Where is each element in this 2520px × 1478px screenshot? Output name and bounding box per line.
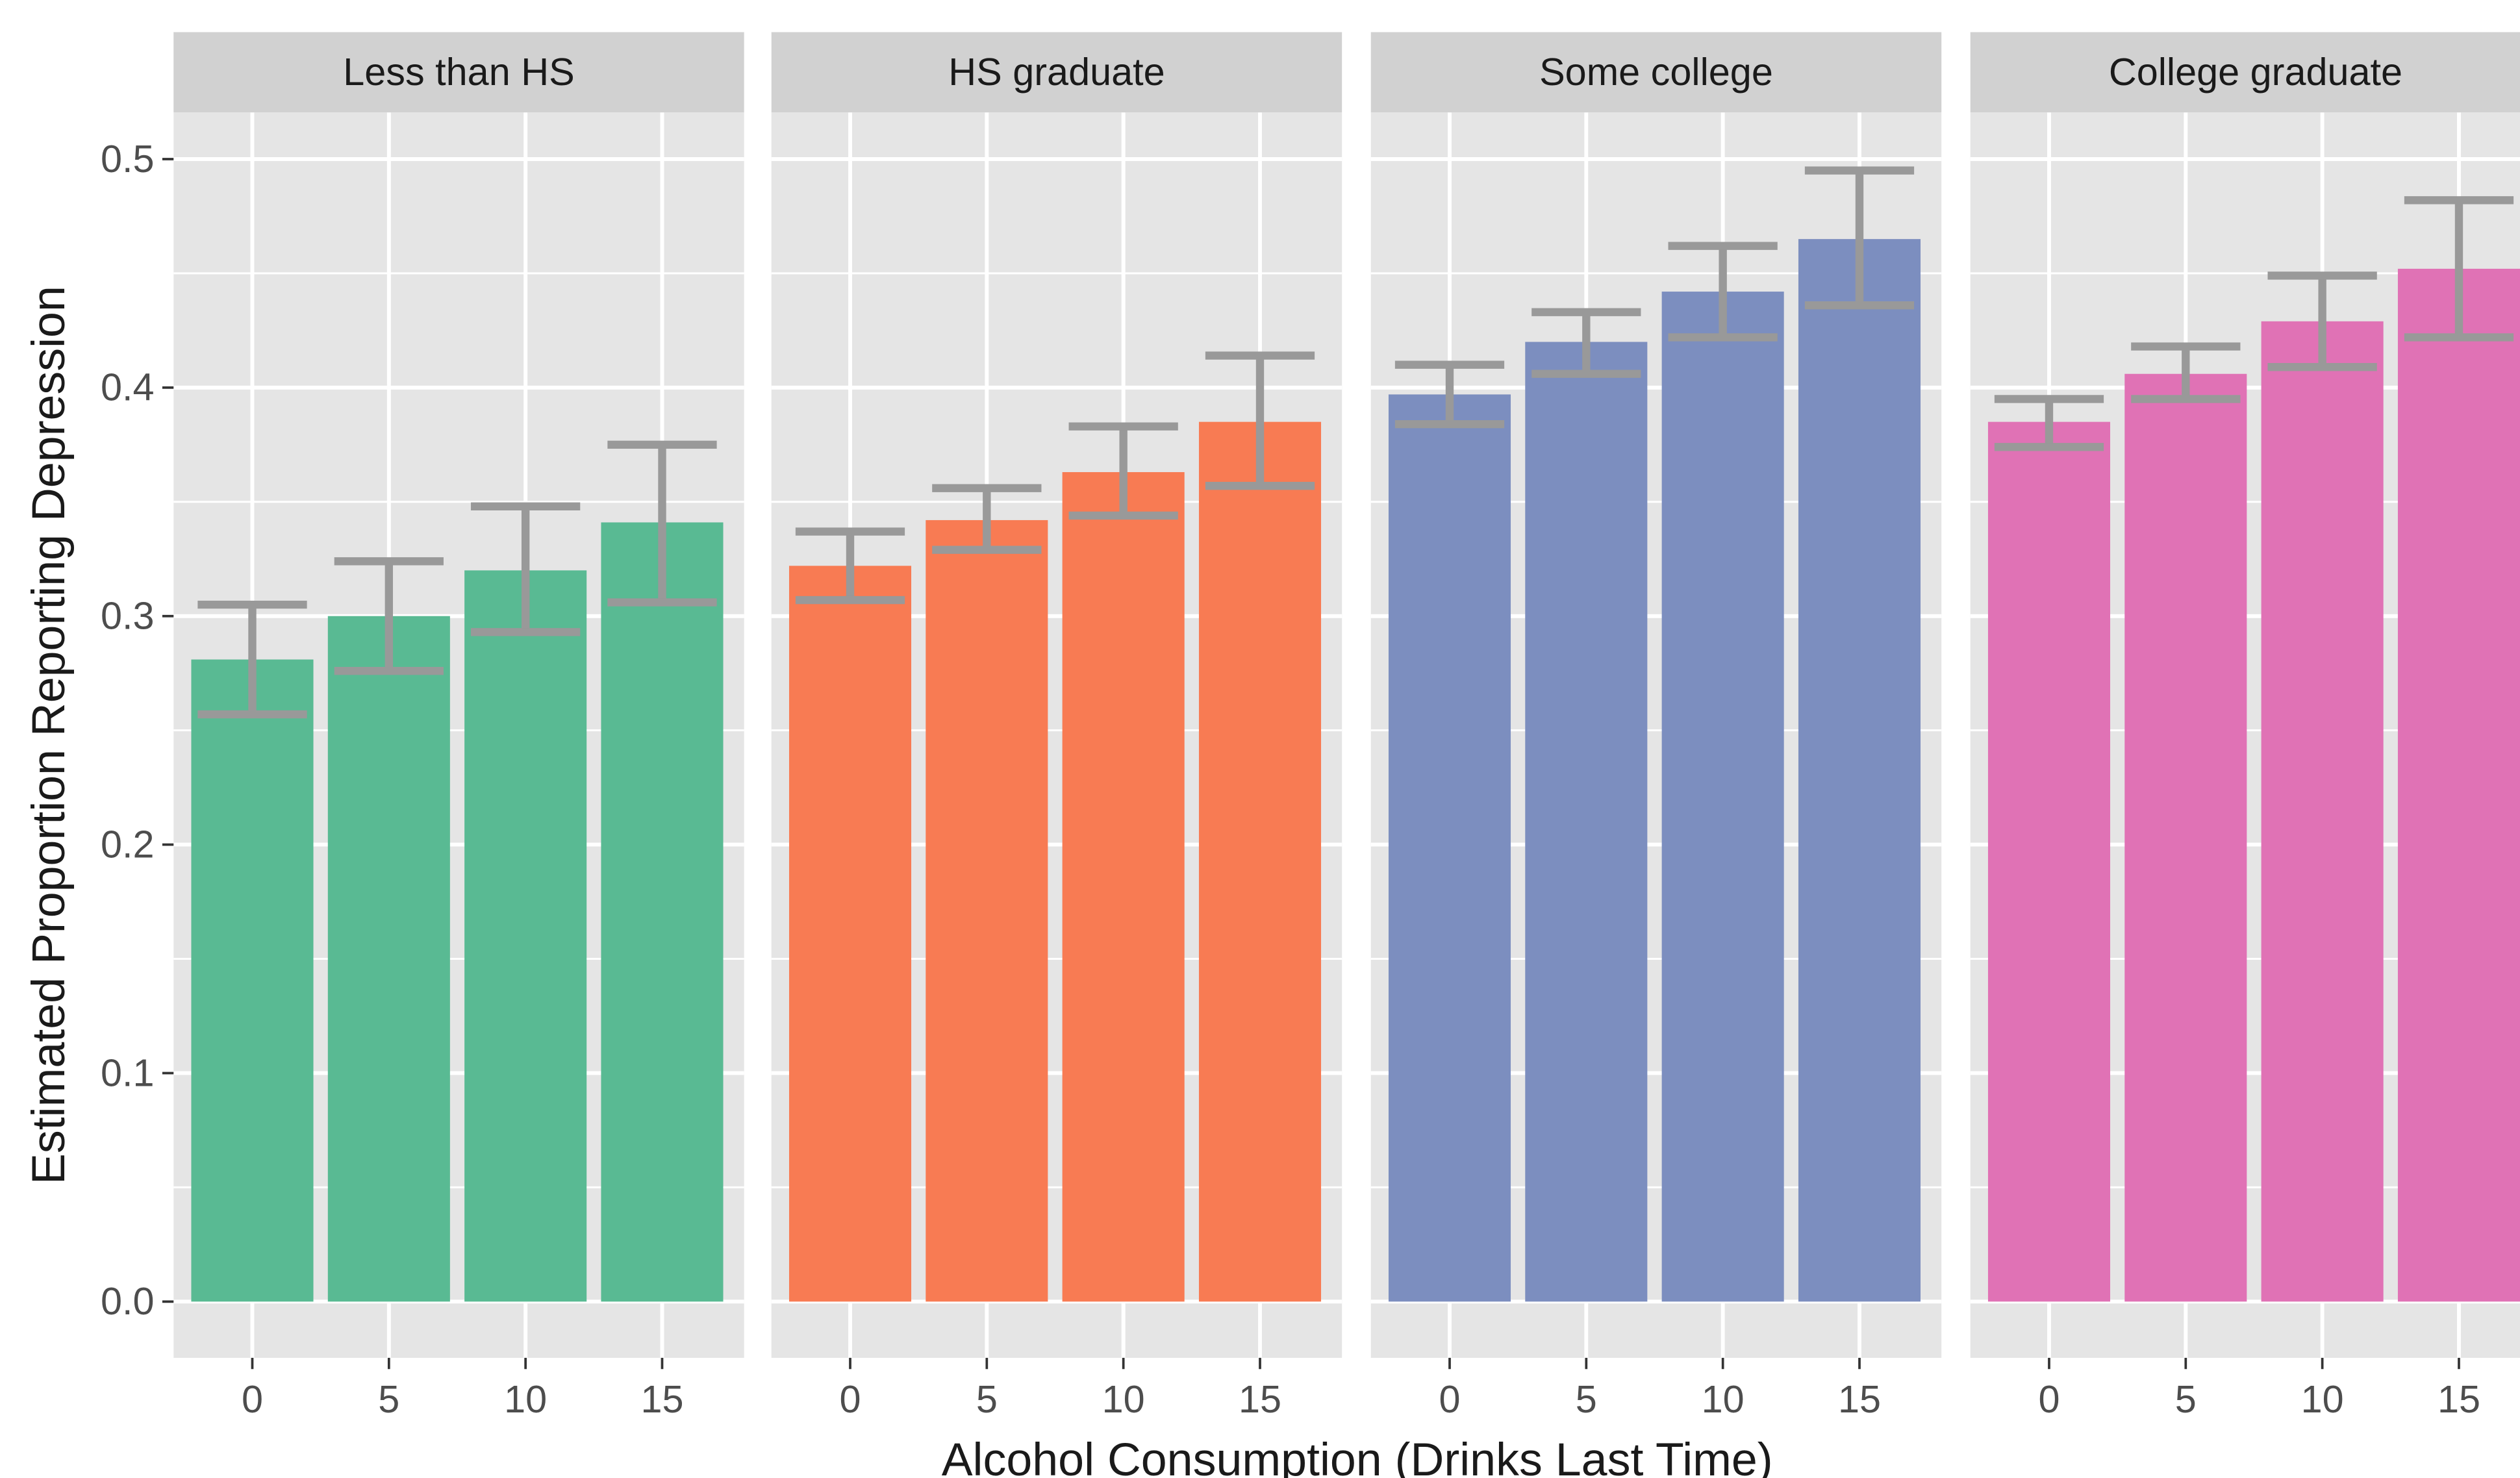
x-tick-label: 0 <box>2038 1377 2060 1421</box>
x-tick-label: 0 <box>839 1377 861 1421</box>
facet-label: Less than HS <box>343 50 574 94</box>
error-bar <box>471 502 581 636</box>
bar <box>1388 394 1511 1302</box>
bar <box>2124 373 2247 1302</box>
error-bar <box>2267 271 2377 371</box>
x-tick-label: 15 <box>2438 1377 2480 1421</box>
facet-label: Some college <box>1539 50 1773 94</box>
error-bar <box>1394 360 1505 429</box>
axes-layer: 0.0 0.1 0.2 0.3 0.4 0.5 Estimated Proportion R… <box>23 137 1773 1478</box>
x-tick-label: 5 <box>976 1377 998 1421</box>
y-tick-label: 0.5 <box>101 137 155 181</box>
facet-label: HS graduate <box>948 50 1165 94</box>
error-bar <box>607 440 717 607</box>
error-bar <box>1668 242 1778 342</box>
error-bar <box>334 557 444 675</box>
bar <box>1198 421 1322 1302</box>
bar <box>601 522 724 1302</box>
x-tick-label: 5 <box>378 1377 399 1421</box>
error-bar <box>2131 342 2241 403</box>
error-bar <box>932 484 1042 554</box>
y-tick-label: 0.1 <box>101 1051 155 1094</box>
facet-panel: College graduate 0 5 10 15 <box>1970 32 2520 1421</box>
y-tick-label: 0.0 <box>101 1279 155 1323</box>
x-tick-label: 0 <box>1439 1377 1460 1421</box>
y-tick-label: 0.2 <box>101 822 155 866</box>
x-tick-label: 0 <box>242 1377 263 1421</box>
bar <box>327 616 450 1302</box>
x-tick-label: 10 <box>1702 1377 1745 1421</box>
bar <box>1525 342 1648 1302</box>
facet-label: College graduate <box>2109 50 2402 94</box>
bar <box>464 570 587 1302</box>
error-bar <box>1205 351 1315 490</box>
facet-strip <box>1970 32 2520 113</box>
x-tick-label: 15 <box>1239 1377 1281 1421</box>
error-bar <box>197 600 307 719</box>
bar <box>2397 268 2520 1302</box>
y-tick-label: 0.4 <box>101 366 155 409</box>
error-bar <box>1068 422 1178 520</box>
facet-panel: Some college 0 5 10 15 <box>1370 32 1942 1421</box>
bar <box>1987 421 2111 1302</box>
x-tick-label: 10 <box>1102 1377 1145 1421</box>
error-bar <box>2404 196 2514 342</box>
facet-strip <box>1370 32 1942 113</box>
x-tick-label: 5 <box>1576 1377 1597 1421</box>
facet-panel: HS graduate 0 5 10 15 <box>771 32 1342 1421</box>
bar <box>1062 472 1185 1302</box>
bar <box>191 659 314 1302</box>
facet-panel: Less than HS 0 5 10 15 <box>173 32 744 1421</box>
facet-strip <box>771 32 1342 113</box>
facet-strip <box>173 32 744 113</box>
x-tick-label: 5 <box>2175 1377 2197 1421</box>
x-tick-label: 10 <box>2301 1377 2344 1421</box>
bar <box>2261 321 2384 1302</box>
x-axis-title: Alcohol Consumption (Drinks Last Time) <box>942 1434 1773 1478</box>
bar <box>1661 292 1784 1302</box>
bar <box>788 566 912 1302</box>
x-tick-label: 15 <box>1838 1377 1881 1421</box>
x-tick-label: 15 <box>640 1377 683 1421</box>
error-bar <box>1994 395 2104 451</box>
bar <box>926 520 1048 1302</box>
error-bar <box>795 527 905 605</box>
error-bar <box>1804 166 1915 310</box>
x-tick-label: 10 <box>504 1377 547 1421</box>
y-tick-label: 0.3 <box>101 594 155 638</box>
error-bar <box>1531 308 1641 378</box>
y-axis-title: Estimated Proportion Reporting Depressio… <box>23 286 75 1184</box>
bar <box>1798 239 1921 1302</box>
